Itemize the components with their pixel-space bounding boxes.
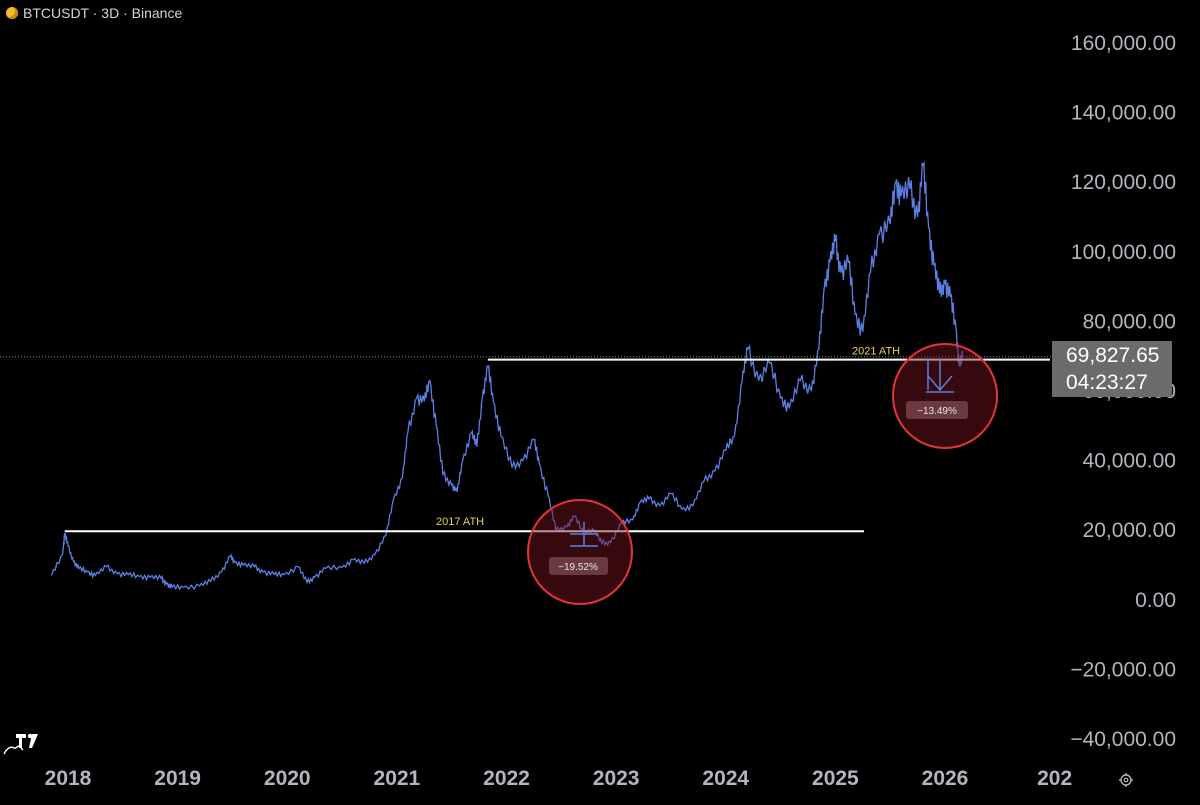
y-tick-label: 20,000.00 [1083,519,1176,542]
bar-countdown: 04:23:27 [1066,371,1148,394]
bitcoin-coin-icon [6,7,18,19]
y-tick-label: −40,000.00 [1070,728,1176,751]
drop-circle-2026[interactable]: −13.49% [892,343,998,449]
drop-circle-2022[interactable]: −19.52% [527,499,633,605]
x-tick-label: 2025 [812,767,859,790]
x-tick-label: 2021 [374,767,421,790]
last-price-tag[interactable]: 69,827.65 04:23:27 [1052,341,1172,397]
x-axis[interactable]: 2018 2019 2020 2021 2022 2023 2024 2025 2026 202 [45,767,1073,790]
x-tick-label: 2026 [922,767,969,790]
price-series [50,160,964,591]
y-tick-label: 120,000.00 [1071,171,1176,194]
drop-badge-2026 [906,401,968,419]
symbol-label: BTCUSDT · 3D · Binance [23,5,183,21]
gear-icon[interactable] [1118,772,1134,788]
x-tick-label: 2023 [593,767,640,790]
y-tick-label: 140,000.00 [1071,102,1176,125]
y-tick-label: 0.00 [1135,589,1176,612]
tradingview-logo-icon[interactable] [2,730,42,758]
last-price-value: 69,827.65 [1066,344,1160,367]
y-tick-label: 40,000.00 [1083,450,1176,473]
y-tick-label: 80,000.00 [1083,310,1176,333]
y-tick-label: 100,000.00 [1071,241,1176,264]
y-tick-label: −20,000.00 [1070,658,1176,681]
drop-pct-2026: −13.49% [917,406,957,417]
x-tick-label: 202 [1037,767,1072,790]
y-tick-label: 160,000.00 [1071,32,1176,55]
ath-2021-label: 2021 ATH [852,346,900,358]
ath-2017-label: 2017 ATH [436,516,484,528]
drop-badge-2022 [549,557,608,575]
x-tick-label: 2022 [483,767,530,790]
x-tick-label: 2020 [264,767,311,790]
drop-pct-2022: −19.52% [558,562,598,573]
x-tick-label: 2024 [702,767,749,790]
x-tick-label: 2018 [45,767,92,790]
x-tick-label: 2019 [154,767,201,790]
symbol-header[interactable]: BTCUSDT · 3D · Binance [6,5,182,21]
price-line [50,160,964,591]
